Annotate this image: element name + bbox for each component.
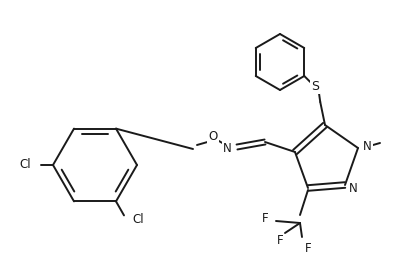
Text: F: F (262, 212, 268, 225)
Text: N: N (223, 142, 232, 155)
Text: Cl: Cl (20, 159, 31, 171)
Text: Cl: Cl (132, 213, 144, 226)
Text: S: S (311, 79, 319, 93)
Text: F: F (305, 242, 311, 254)
Text: N: N (349, 181, 358, 195)
Text: O: O (208, 131, 218, 143)
Text: F: F (277, 234, 283, 246)
Text: N: N (363, 140, 372, 152)
